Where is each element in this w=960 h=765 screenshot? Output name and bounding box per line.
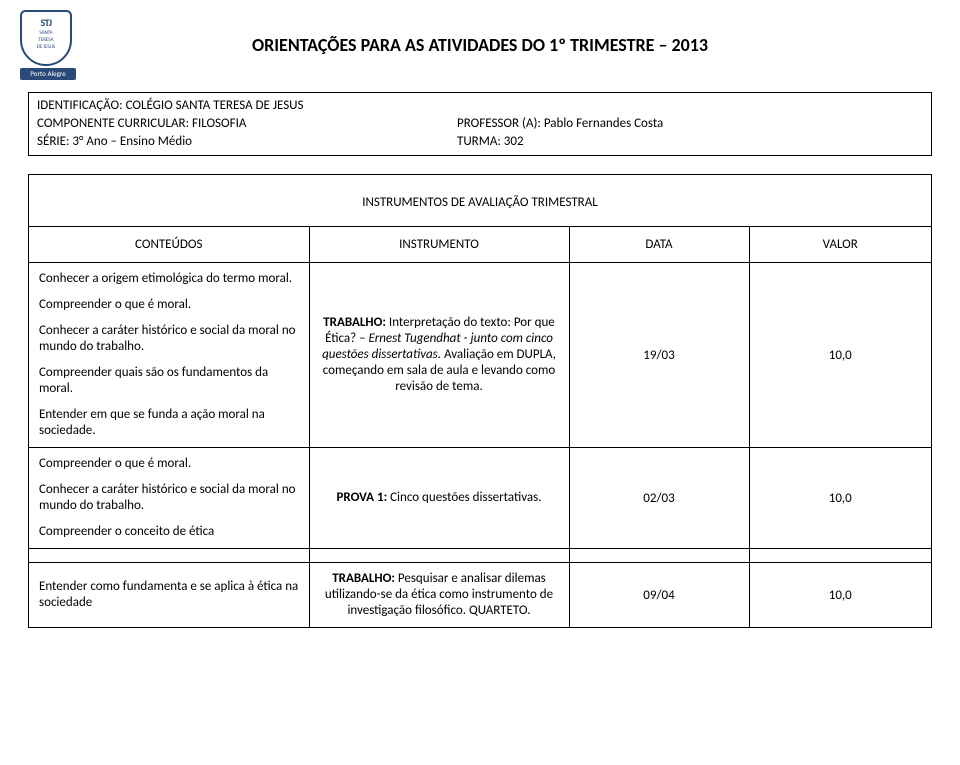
cell-data: 09/04: [569, 563, 749, 628]
conteudo-item: Entender em que se funda a ação moral na…: [39, 407, 299, 439]
table-row: Compreender o que é moral. Conhecer a ca…: [29, 448, 931, 549]
logo-sub2: TERESA: [22, 37, 70, 43]
identification-box: IDENTIFICAÇÃO: COLÉGIO SANTA TERESA DE J…: [28, 92, 932, 156]
table-gap-row: [29, 549, 931, 563]
id-serie: SÉRIE: 3° Ano – Ensino Médio: [37, 133, 457, 151]
id-component: COMPONENTE CURRICULAR: FILOSOFIA: [37, 115, 457, 133]
conteudo-item: Entender como fundamenta e se aplica à é…: [39, 579, 299, 611]
instr-label: PROVA 1:: [337, 490, 388, 505]
logo-city: Porto Alegre: [20, 68, 76, 80]
th-instrumento: INSTRUMENTO: [309, 227, 569, 263]
logo-sub1: SANTA: [22, 30, 70, 36]
conteudo-item: Conhecer a caráter histórico e social da…: [39, 482, 299, 514]
instr-label: TRABALHO:: [332, 571, 395, 586]
logo-letters: STJ: [22, 12, 70, 29]
conteudo-item: Conhecer a caráter histórico e social da…: [39, 323, 299, 355]
school-logo: STJ SANTA TERESA DE JESUS Porto Alegre: [20, 10, 80, 82]
conteudos-list: Entender como fundamenta e se aplica à é…: [39, 579, 299, 611]
table-header-row: CONTEÚDOS INSTRUMENTO DATA VALOR: [29, 227, 931, 263]
th-valor: VALOR: [749, 227, 931, 263]
id-turma: TURMA: 302: [457, 133, 923, 151]
conteudo-item: Compreender o que é moral.: [39, 456, 299, 472]
table-row: Conhecer a origem etimológica do termo m…: [29, 263, 931, 448]
id-professor: PROFESSOR (A): Pablo Fernandes Costa: [457, 115, 923, 133]
cell-valor: 10,0: [749, 448, 931, 549]
cell-valor: 10,0: [749, 263, 931, 448]
conteudo-item: Conhecer a origem etimológica do termo m…: [39, 271, 299, 287]
conteudo-item: Compreender quais são os fundamentos da …: [39, 365, 299, 397]
conteudos-list: Conhecer a origem etimológica do termo m…: [39, 271, 299, 439]
evaluation-box: INSTRUMENTOS DE AVALIAÇÃO TRIMESTRAL CON…: [28, 174, 932, 628]
instrumento-text: TRABALHO: Interpretação do texto: Por qu…: [320, 315, 559, 395]
evaluation-table: CONTEÚDOS INSTRUMENTO DATA VALOR Conhece…: [29, 226, 931, 627]
page-title: ORIENTAÇÕES PARA AS ATIVIDADES DO 1º TRI…: [28, 34, 932, 56]
instrumento-text: TRABALHO: Pesquisar e analisar dilemas u…: [320, 571, 559, 619]
th-conteudos: CONTEÚDOS: [29, 227, 309, 263]
evaluation-header: INSTRUMENTOS DE AVALIAÇÃO TRIMESTRAL: [29, 175, 931, 226]
instr-pre: Cinco questões dissertativas.: [387, 490, 541, 505]
cell-data: 02/03: [569, 448, 749, 549]
th-data: DATA: [569, 227, 749, 263]
instr-label: TRABALHO:: [323, 315, 386, 330]
conteudos-list: Compreender o que é moral. Conhecer a ca…: [39, 456, 299, 540]
table-row: Entender como fundamenta e se aplica à é…: [29, 563, 931, 628]
cell-valor: 10,0: [749, 563, 931, 628]
logo-sub3: DE JESUS: [22, 44, 70, 50]
cell-data: 19/03: [569, 263, 749, 448]
id-school: IDENTIFICAÇÃO: COLÉGIO SANTA TERESA DE J…: [37, 97, 457, 115]
conteudo-item: Compreender o que é moral.: [39, 297, 299, 313]
conteudo-item: Compreender o conceito de ética: [39, 524, 299, 540]
logo-shield: STJ SANTA TERESA DE JESUS: [20, 10, 72, 66]
instrumento-text: PROVA 1: Cinco questões dissertativas.: [320, 490, 559, 506]
